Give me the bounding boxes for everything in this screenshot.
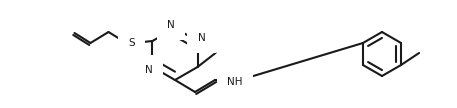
Text: S: S [128, 38, 135, 48]
Text: N: N [144, 65, 152, 75]
Text: N: N [197, 33, 205, 43]
Text: NH: NH [227, 77, 243, 87]
Text: N: N [167, 20, 175, 30]
